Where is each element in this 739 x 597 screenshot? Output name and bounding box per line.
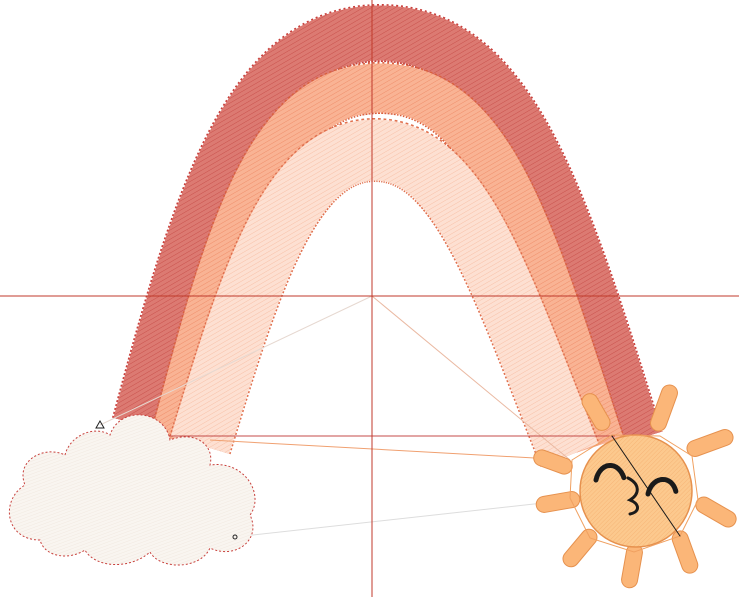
guide-line xyxy=(99,295,373,426)
sun-nose xyxy=(626,476,639,516)
sun-outline-guide xyxy=(569,434,699,553)
sun-ray xyxy=(535,491,581,513)
stitch-marker xyxy=(232,534,238,540)
sun-ray xyxy=(671,530,699,574)
sun-eye-left xyxy=(593,463,627,483)
rainbow-inner-band xyxy=(170,119,599,467)
sun-ray xyxy=(695,496,737,528)
guide-lines xyxy=(99,295,615,538)
rainbow-middle-band xyxy=(151,63,624,453)
guide-line xyxy=(371,295,571,461)
cloud xyxy=(9,414,256,566)
sun-ray xyxy=(650,384,678,432)
sun-ray xyxy=(581,393,611,431)
sun-ray xyxy=(686,429,734,457)
stitch-path xyxy=(611,435,681,537)
rainbow-outer-band xyxy=(113,5,662,449)
sun-face xyxy=(593,435,681,537)
sun-eye-right xyxy=(645,477,679,497)
guide-line xyxy=(234,499,571,538)
stitch-marker xyxy=(95,419,105,429)
sun-ray xyxy=(562,528,598,568)
guide-line xyxy=(209,439,571,461)
